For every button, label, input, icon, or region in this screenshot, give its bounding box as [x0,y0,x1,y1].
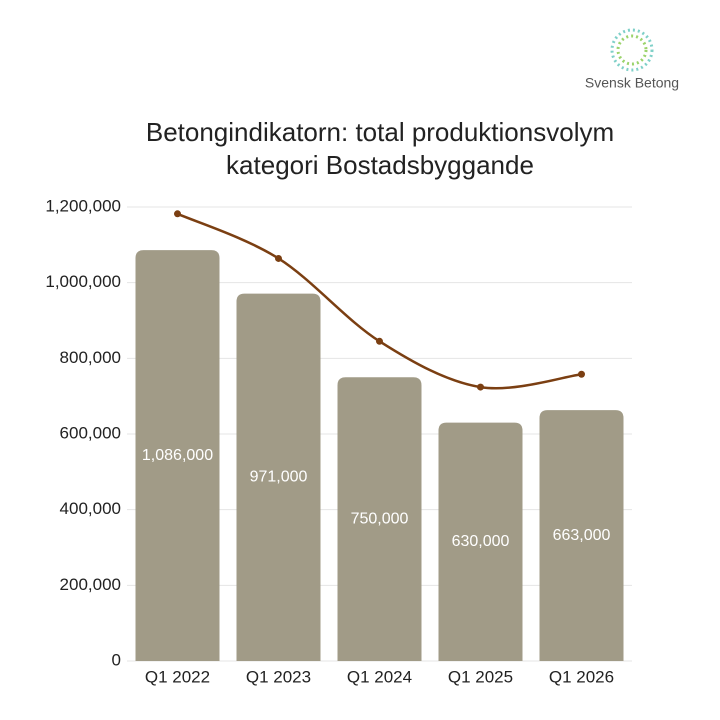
y-tick-label: 200,000 [60,575,121,594]
line-point [174,210,181,218]
logo-ring [616,34,648,66]
y-tick-label: 600,000 [60,423,121,442]
y-tick-label: 400,000 [60,499,121,518]
value-label: 663,000 [553,527,611,544]
line-point [275,254,282,262]
y-tick-label: 800,000 [60,348,121,367]
x-tick-label: Q1 2026 [549,667,614,686]
value-label: 971,000 [250,469,308,486]
logo-center [625,43,639,57]
line-point [477,383,484,391]
y-tick-label: 1,200,000 [45,196,121,215]
bar [438,422,523,661]
x-tick-label: Q1 2024 [347,667,412,686]
value-label: 1,086,000 [142,447,213,464]
y-tick-label: 0 [112,650,121,669]
x-tick-label: Q1 2022 [145,667,210,686]
bar [539,410,624,661]
value-label: 750,000 [351,510,409,527]
x-tick-label: Q1 2025 [448,667,513,686]
chart-title: Betongindikatorn: total produktionsvolym… [145,117,615,180]
logo [610,28,654,72]
line-point [578,370,585,378]
bar [236,293,321,661]
brand: Svensk Betong [585,75,679,91]
line-point [376,337,383,345]
logo-ring [610,28,654,72]
bar [135,250,220,661]
bar [337,377,422,661]
y-tick-label: 1,000,000 [45,272,121,291]
value-label: 630,000 [452,533,510,550]
x-tick-label: Q1 2023 [246,667,311,686]
